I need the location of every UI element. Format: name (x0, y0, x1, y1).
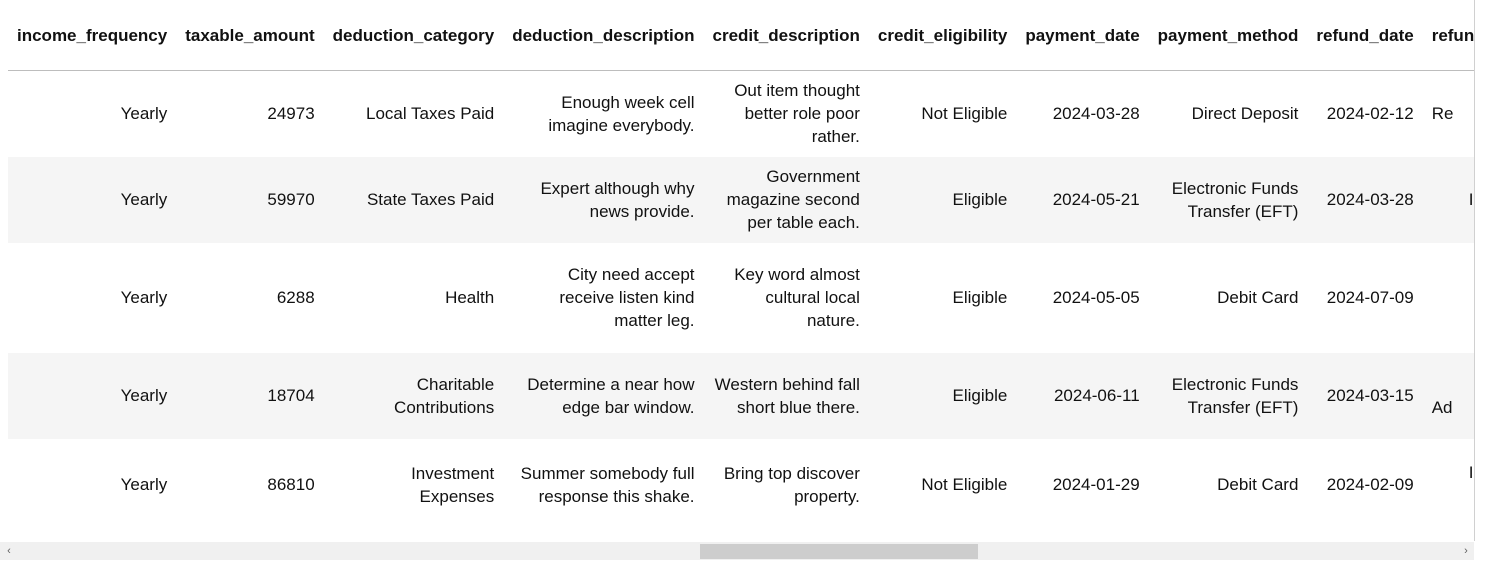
cell-taxable-amount: 18704 (176, 352, 324, 439)
horizontal-scrollbar[interactable]: ‹ › (0, 542, 1474, 560)
cell-income-frequency: Yearly (8, 70, 177, 157)
cell-refund-status: I (1422, 438, 1474, 531)
cell-deduction-description: Enough week cell imagine everybody. (503, 70, 704, 157)
col-header-refund-date[interactable]: refund_date (1307, 0, 1423, 71)
cell-refund-status: I (1422, 156, 1474, 243)
cell-payment-method: Direct Deposit (1148, 70, 1308, 157)
cell-deduction-category: Local Taxes Paid (323, 70, 504, 157)
header-row: income_frequency taxable_amount deductio… (8, 0, 1474, 71)
scrollbar-corner (1474, 542, 1491, 563)
cell-payment-method: Electronic Funds Transfer (EFT) (1148, 156, 1308, 243)
cell-credit-eligibility: Eligible (868, 242, 1017, 353)
cell-payment-date: 2024-05-21 (1016, 156, 1149, 243)
cell-refund-status: Ad (1422, 352, 1474, 439)
cell-credit-description: Bring top discover property. (703, 438, 869, 531)
col-header-income-frequency[interactable]: income_frequency (8, 0, 177, 71)
cell-deduction-description: City need accept receive listen kind mat… (503, 242, 704, 353)
scrollbar-thumb[interactable] (700, 544, 978, 559)
cell-refund-status: Re (1422, 70, 1474, 157)
cell-deduction-category: State Taxes Paid (323, 156, 504, 243)
cell-payment-date: 2024-05-05 (1016, 242, 1149, 353)
cell-payment-method: Electronic Funds Transfer (EFT) (1148, 352, 1308, 439)
cell-refund-date: 2024-02-12 (1307, 70, 1423, 157)
cell-credit-description: Out item thought better role poor rather… (703, 70, 869, 157)
cell-deduction-description: Expert although why news provide. (503, 156, 704, 243)
cell-income-frequency: Yearly (8, 242, 177, 353)
cell-refund-date: 2024-03-15 (1307, 352, 1423, 439)
cell-payment-method: Debit Card (1148, 438, 1308, 531)
col-header-payment-method[interactable]: payment_method (1148, 0, 1308, 71)
scroll-right-arrow-icon[interactable]: › (1464, 545, 1468, 557)
cell-credit-description: Western behind fall short blue there. (703, 352, 869, 439)
col-header-deduction-category[interactable]: deduction_category (323, 0, 504, 71)
cell-income-frequency: Yearly (8, 156, 177, 243)
cell-taxable-amount: 6288 (176, 242, 324, 353)
cell-taxable-amount: 59970 (176, 156, 324, 243)
cell-income-frequency: Yearly (8, 438, 177, 531)
scroll-left-arrow-icon[interactable]: ‹ (7, 545, 11, 557)
table-row[interactable]: Yearly 18704 Charitable Contributions De… (8, 352, 1474, 439)
cell-deduction-category: Charitable Contributions (323, 352, 504, 439)
col-header-credit-eligibility[interactable]: credit_eligibility (868, 0, 1017, 71)
cell-income-frequency: Yearly (8, 352, 177, 439)
cell-credit-eligibility: Not Eligible (868, 70, 1017, 157)
cell-payment-date: 2024-03-28 (1016, 70, 1149, 157)
cell-deduction-category: Health (323, 242, 504, 353)
table-row[interactable]: Yearly 24973 Local Taxes Paid Enough wee… (8, 70, 1474, 157)
col-header-deduction-description[interactable]: deduction_description (503, 0, 704, 71)
cell-credit-description: Key word almost cultural local nature. (703, 242, 869, 353)
cell-credit-eligibility: Eligible (868, 352, 1017, 439)
table-viewport: income_frequency taxable_amount deductio… (8, 0, 1474, 531)
cell-payment-method: Debit Card (1148, 242, 1308, 353)
cell-credit-eligibility: Eligible (868, 156, 1017, 243)
cell-refund-date: 2024-02-09 (1307, 438, 1423, 531)
col-header-payment-date[interactable]: payment_date (1016, 0, 1149, 71)
cell-payment-date: 2024-01-29 (1016, 438, 1149, 531)
cell-refund-date: 2024-07-09 (1307, 242, 1423, 353)
col-header-taxable-amount[interactable]: taxable_amount (176, 0, 324, 71)
col-header-credit-description[interactable]: credit_description (703, 0, 869, 71)
cell-deduction-category: Investment Expenses (323, 438, 504, 531)
data-table: income_frequency taxable_amount deductio… (8, 0, 1474, 531)
table-row[interactable]: Yearly 59970 State Taxes Paid Expert alt… (8, 156, 1474, 243)
cell-taxable-amount: 86810 (176, 438, 324, 531)
cell-credit-eligibility: Not Eligible (868, 438, 1017, 531)
cell-refund-date: 2024-03-28 (1307, 156, 1423, 243)
col-header-refund-status[interactable]: refund_status (1422, 0, 1474, 71)
cell-taxable-amount: 24973 (176, 70, 324, 157)
table-right-border (1474, 0, 1475, 541)
cell-payment-date: 2024-06-11 (1016, 352, 1149, 439)
cell-refund-status (1422, 242, 1474, 353)
cell-credit-description: Government magazine second per table eac… (703, 156, 869, 243)
cell-deduction-description: Summer somebody full response this shake… (503, 438, 704, 531)
table-row[interactable]: Yearly 6288 Health City need accept rece… (8, 242, 1474, 353)
table-row[interactable]: Yearly 86810 Investment Expenses Summer … (8, 438, 1474, 531)
cell-deduction-description: Determine a near how edge bar window. (503, 352, 704, 439)
